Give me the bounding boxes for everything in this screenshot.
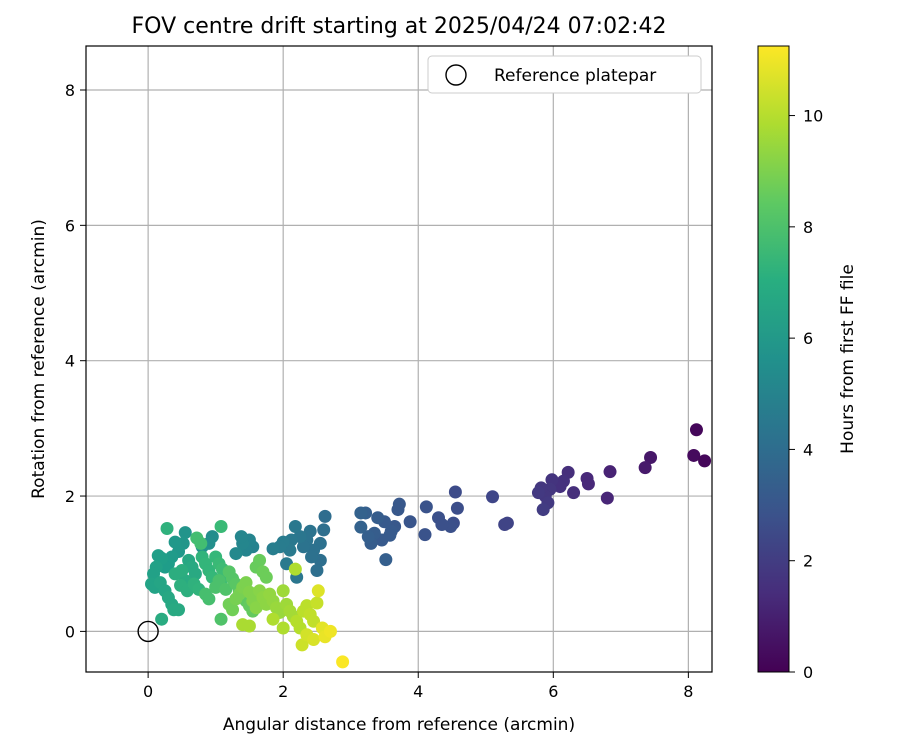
x-tick-label: 0: [143, 682, 153, 701]
data-point: [536, 503, 550, 517]
data-point: [450, 501, 464, 515]
data-point: [160, 522, 174, 536]
data-point: [178, 526, 192, 540]
data-point: [259, 570, 273, 584]
colorbar-tick-label: 4: [803, 440, 813, 459]
data-point: [403, 515, 417, 529]
data-point: [155, 612, 169, 626]
legend-marker-icon: [445, 64, 467, 86]
data-point: [219, 582, 233, 596]
data-point: [687, 448, 701, 462]
x-tick-label: 2: [278, 682, 288, 701]
data-point: [354, 506, 368, 520]
y-tick-label: 6: [65, 216, 75, 235]
data-point: [498, 517, 512, 531]
data-point: [288, 519, 302, 533]
data-point: [486, 490, 500, 504]
legend-box: [427, 55, 702, 94]
y-tick-label: 2: [65, 487, 75, 506]
y-tick-label: 4: [65, 352, 75, 371]
data-point: [644, 450, 658, 464]
data-point: [307, 633, 321, 647]
x-tick-label: 8: [683, 682, 693, 701]
data-point: [600, 491, 614, 505]
legend-entry-reference: Reference platepar: [494, 66, 656, 86]
data-point: [168, 567, 182, 581]
data-point: [214, 519, 228, 533]
data-point: [354, 520, 368, 534]
data-point: [188, 567, 202, 581]
data-point: [305, 550, 319, 564]
data-point: [253, 553, 267, 567]
colorbar-tick-label: 8: [803, 218, 813, 237]
data-point: [371, 511, 385, 525]
x-axis-ticks: 0 2 4 6 8: [143, 672, 693, 701]
data-points: [145, 423, 712, 669]
data-point: [172, 603, 186, 617]
data-point: [336, 655, 350, 669]
data-point: [310, 563, 324, 577]
y-axis-label: Rotation from reference (arcmin): [29, 219, 49, 499]
data-point: [147, 567, 161, 581]
data-point: [226, 603, 240, 617]
data-point: [288, 562, 302, 576]
data-point: [698, 454, 712, 468]
y-axis-ticks: 0 2 4 6 8: [65, 81, 86, 641]
data-point: [581, 477, 595, 491]
data-point: [391, 503, 405, 517]
data-point: [151, 549, 165, 563]
data-point: [249, 601, 263, 615]
colorbar-tick-label: 2: [803, 552, 813, 571]
y-tick-label: 0: [65, 622, 75, 641]
data-point: [307, 614, 321, 628]
data-point: [229, 547, 243, 561]
data-point: [276, 584, 290, 598]
data-point: [295, 638, 309, 652]
reference-platepar-point: [137, 620, 159, 643]
colorbar-tick-label: 10: [803, 107, 823, 126]
plot-frame: [85, 45, 713, 673]
data-point: [242, 619, 256, 633]
data-point: [638, 461, 652, 475]
colorbar-tick-label: 0: [803, 663, 813, 682]
data-point: [435, 517, 449, 531]
data-point: [323, 624, 337, 638]
data-point: [448, 485, 462, 499]
reference-marker: [137, 620, 159, 643]
data-point: [603, 465, 617, 479]
data-point: [567, 486, 581, 500]
colorbar-ticks: 0 2 4 6 8 10: [789, 107, 823, 682]
data-point: [317, 523, 331, 537]
data-point: [234, 530, 248, 544]
data-point: [214, 612, 228, 626]
data-point: [379, 553, 393, 567]
data-point: [194, 536, 208, 550]
colorbar: [757, 45, 790, 673]
y-tick-label: 8: [65, 81, 75, 100]
data-point: [202, 592, 216, 606]
colorbar-tick-label: 6: [803, 329, 813, 348]
data-point: [311, 584, 325, 598]
data-point: [419, 500, 433, 514]
data-point: [689, 423, 703, 437]
data-point: [266, 542, 280, 556]
colorbar-label: Hours from first FF file: [838, 264, 858, 454]
data-point: [266, 612, 280, 626]
data-point: [296, 540, 310, 554]
x-axis-label: Angular distance from reference (arcmin): [223, 715, 575, 735]
data-point: [361, 530, 375, 544]
data-point: [531, 486, 545, 500]
data-point: [318, 509, 332, 523]
data-point: [276, 621, 290, 635]
data-point: [168, 535, 182, 549]
chart-title: FOV centre drift starting at 2025/04/24 …: [132, 14, 667, 39]
data-point: [310, 596, 324, 610]
data-point: [212, 574, 226, 588]
data-point: [418, 528, 432, 542]
x-tick-label: 6: [548, 682, 558, 701]
legend: Reference platepar: [427, 55, 702, 94]
x-tick-label: 4: [413, 682, 423, 701]
